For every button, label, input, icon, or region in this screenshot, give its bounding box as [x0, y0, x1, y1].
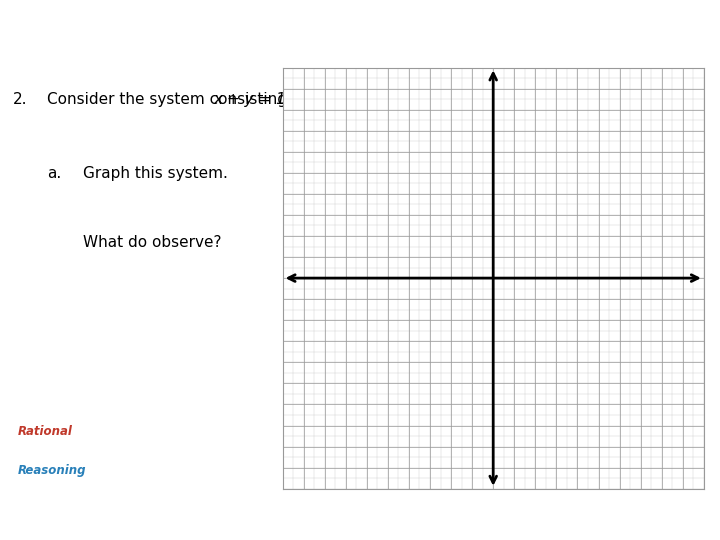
Text: Consider the system consisting of: Consider the system consisting of — [47, 92, 311, 107]
Text: Consider the system consisting of ​: Consider the system consisting of ​ — [47, 92, 311, 107]
Text: Reasoning: Reasoning — [18, 464, 86, 477]
Text: a.: a. — [47, 166, 61, 181]
Text: 93: 93 — [654, 510, 670, 524]
Text: Inv 1.9: Inv 1.9 — [526, 510, 569, 524]
Text: Rational: Rational — [18, 425, 73, 438]
Text: Graph this system.: Graph this system. — [83, 166, 228, 181]
Text: 2.: 2. — [13, 92, 27, 107]
Text: Pathways Algebra II: Pathways Algebra II — [9, 8, 274, 31]
Text: © 2017 CARLSON & O'BRYAN: © 2017 CARLSON & O'BRYAN — [187, 510, 360, 524]
Text: What do observe?: What do observe? — [83, 235, 221, 250]
Text: x + y = 12 and 2x + 2y = 24.: x + y = 12 and 2x + 2y = 24. — [213, 92, 441, 107]
